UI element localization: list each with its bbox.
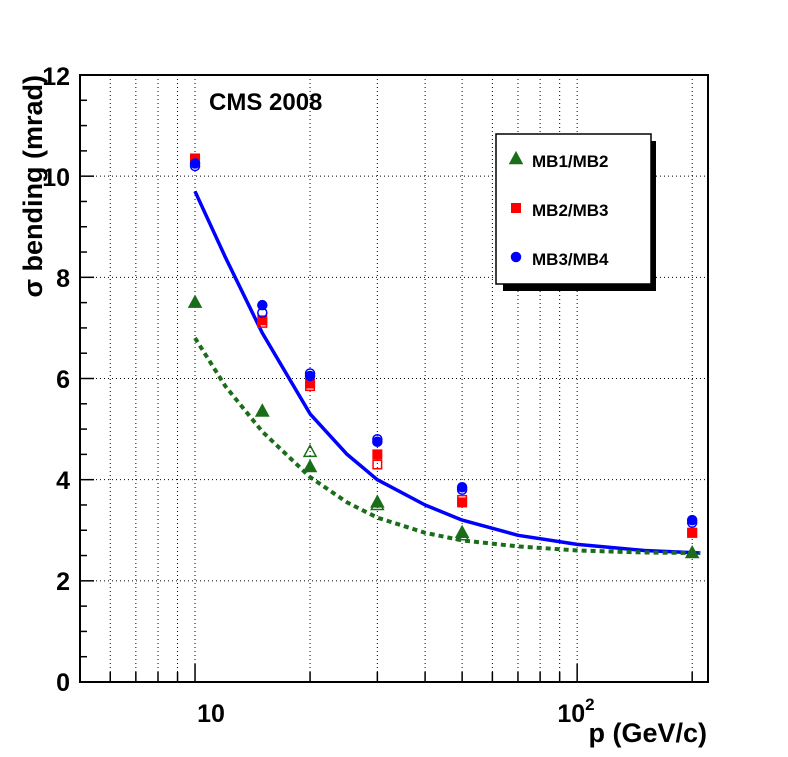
y-axis-title: σ bending (mrad)	[18, 75, 48, 297]
fit-curves	[193, 190, 701, 555]
legend-label-mb1-mb2: MB1/MB2	[532, 152, 609, 171]
marker-filled-mb1-mb2	[370, 494, 385, 508]
marker-filled-mb3-mb4	[372, 436, 383, 447]
x-tick-label-100: 102	[557, 695, 594, 728]
data-markers	[187, 153, 700, 559]
y-tick-label-10: 10	[42, 164, 70, 192]
y-tick-label-12: 12	[42, 63, 70, 91]
marker-filled-mb3-mb4	[304, 370, 316, 382]
legend-box	[495, 133, 652, 285]
marker-filled-mb2-mb3	[457, 497, 468, 508]
legend-marker-mb1-mb2	[508, 150, 524, 165]
marker-filled-mb3-mb4	[257, 299, 268, 311]
marker-filled-mb3-mb4	[456, 482, 468, 493]
legend-label-mb3-mb4: MB3/MB4	[532, 250, 609, 269]
marker-filled-mb1-mb2	[684, 544, 700, 559]
marker-filled-mb3-mb4	[686, 514, 698, 526]
marker-filled-mb2-mb3	[372, 449, 383, 460]
fit-curve	[193, 190, 701, 555]
marker-filled-mb2-mb3	[687, 527, 698, 538]
y-tick-label-6: 6	[56, 366, 70, 394]
y-tick-label-8: 8	[56, 265, 70, 293]
marker-filled-mb3-mb4	[189, 158, 201, 169]
axis-ticks	[79, 74, 693, 683]
x-tick-label-100-base: 10	[557, 700, 585, 728]
x-tick-label-100-exponent: 2	[585, 695, 594, 714]
legend: MB1/MB2 MB2/MB3 MB3/MB4	[495, 133, 656, 291]
annotation-label: CMS 2008	[209, 89, 322, 116]
y-tick-label-2: 2	[56, 568, 70, 596]
marker-filled-mb2-mb3	[257, 315, 268, 326]
legend-label-mb2-mb3: MB2/MB3	[532, 201, 609, 220]
marker-filled-mb1-mb2	[454, 524, 470, 539]
marker-filled-mb1-mb2	[302, 458, 318, 473]
x-axis-title: p (GeV/c)	[588, 718, 707, 748]
y-tick-label-4: 4	[56, 467, 70, 495]
marker-open-mb2-mb3	[372, 459, 383, 470]
marker-open-mb1-mb2	[302, 443, 318, 458]
marker-filled-mb1-mb2	[255, 403, 270, 417]
x-tick-label-10: 10	[197, 700, 225, 728]
legend-marker-mb2-mb3	[511, 203, 521, 213]
y-tick-label-0: 0	[56, 669, 70, 697]
marker-filled-mb1-mb2	[187, 294, 203, 308]
legend-marker-mb3-mb4	[510, 251, 522, 263]
legend-markers	[508, 150, 524, 263]
